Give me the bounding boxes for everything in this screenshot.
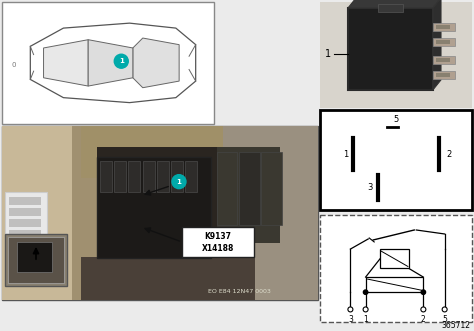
Circle shape [421, 290, 426, 294]
Bar [114, 161, 126, 192]
Circle shape [363, 307, 368, 312]
Bar [433, 71, 455, 79]
Text: 2: 2 [446, 150, 451, 159]
Circle shape [348, 307, 353, 312]
Bar [8, 237, 64, 283]
Bar [5, 234, 67, 286]
Bar [436, 40, 450, 44]
Circle shape [172, 175, 186, 189]
Bar [9, 208, 41, 216]
Polygon shape [30, 23, 196, 103]
Text: 1: 1 [176, 179, 182, 185]
Bar [378, 4, 403, 12]
Bar [143, 161, 155, 192]
Bar [433, 38, 455, 46]
Bar [157, 161, 169, 192]
Text: 0: 0 [12, 62, 16, 68]
Text: 3: 3 [367, 183, 373, 192]
Bar [2, 2, 214, 124]
Bar [217, 147, 280, 243]
Bar [171, 161, 183, 192]
Text: 5: 5 [393, 115, 399, 124]
Bar [72, 126, 97, 301]
Text: 365712: 365712 [441, 321, 470, 330]
Text: 1: 1 [119, 58, 124, 64]
Polygon shape [133, 38, 179, 88]
Bar [433, 56, 455, 64]
Bar [100, 161, 112, 192]
Bar [217, 152, 237, 225]
Bar [365, 277, 423, 292]
Polygon shape [88, 40, 133, 86]
Circle shape [114, 54, 128, 68]
Bar [261, 152, 282, 225]
Bar [97, 147, 217, 269]
Text: EO E84 12N47 0003: EO E84 12N47 0003 [208, 289, 271, 294]
Bar [9, 197, 41, 205]
Bar [81, 126, 223, 178]
Bar [2, 126, 318, 301]
Bar [380, 249, 409, 268]
Polygon shape [433, 0, 441, 90]
Bar [320, 110, 472, 210]
Bar [239, 152, 260, 225]
Bar [348, 8, 433, 90]
Bar [81, 257, 255, 301]
Text: 1: 1 [363, 315, 368, 324]
Text: 1: 1 [343, 150, 348, 159]
Bar [97, 157, 210, 259]
Polygon shape [44, 40, 88, 86]
Circle shape [421, 307, 426, 312]
Bar [436, 25, 450, 29]
Bar [9, 230, 41, 238]
Text: 1: 1 [325, 49, 331, 59]
Bar [2, 126, 72, 301]
Text: 5: 5 [442, 315, 447, 324]
Bar [185, 161, 197, 192]
Bar [320, 2, 472, 108]
Bar [9, 241, 41, 249]
Bar [320, 214, 472, 322]
Bar [17, 242, 52, 272]
Bar [2, 126, 318, 301]
Text: 3: 3 [348, 315, 353, 324]
Bar [128, 161, 140, 192]
Text: X14188: X14188 [202, 244, 234, 253]
Circle shape [442, 307, 447, 312]
Bar [436, 73, 450, 77]
Text: 2: 2 [421, 315, 426, 324]
Polygon shape [348, 0, 441, 8]
Bar [433, 23, 455, 31]
Bar [5, 192, 47, 250]
Bar [182, 227, 254, 257]
Circle shape [364, 290, 368, 294]
Bar [217, 126, 318, 301]
Text: K9137: K9137 [205, 232, 232, 241]
Bar [436, 58, 450, 62]
Bar [9, 219, 41, 227]
